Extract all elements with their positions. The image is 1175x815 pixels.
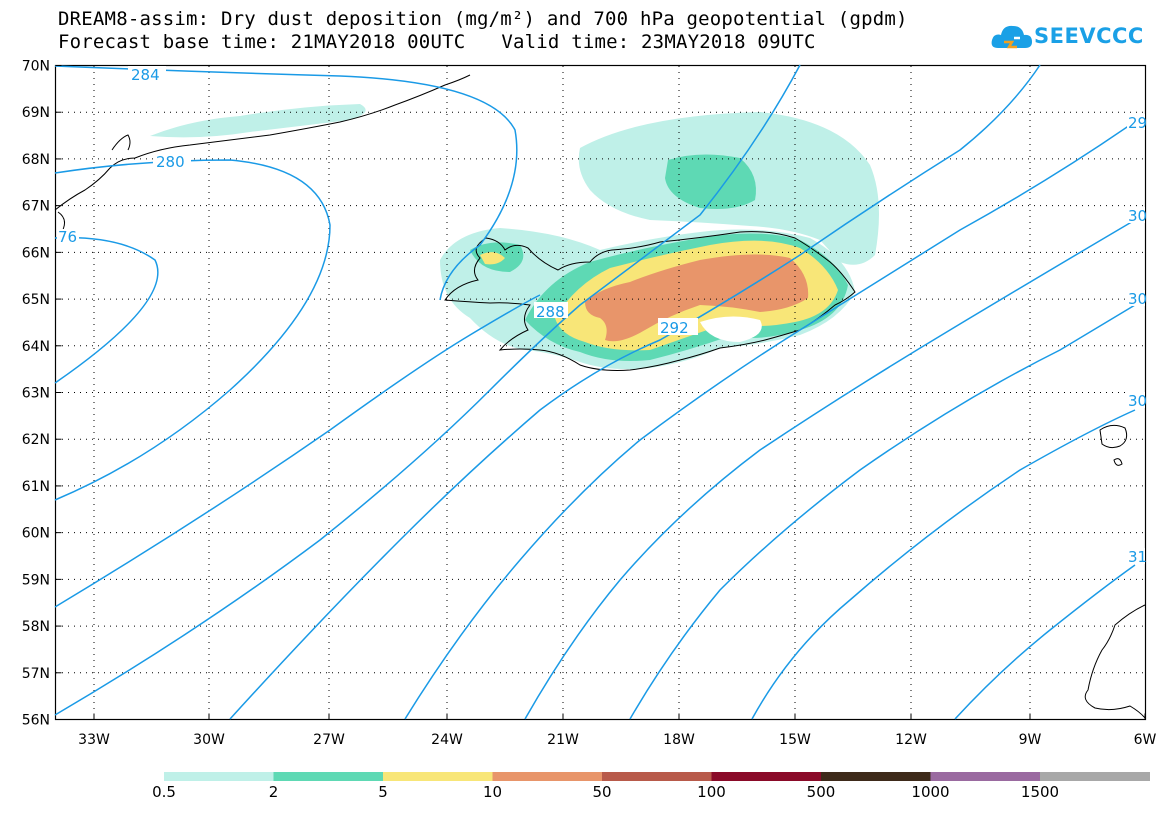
legend-label-1000: 1000 — [911, 783, 950, 801]
contour-label-31: 31 — [1128, 548, 1147, 566]
dust-area-strip — [150, 104, 366, 138]
lon-label-18W: 18W — [663, 732, 695, 748]
gridlines — [56, 66, 1145, 719]
lat-label-63N: 63N — [22, 386, 50, 402]
legend-label-0.5: 0.5 — [152, 783, 176, 801]
map-title: DREAM8-assim: Dry dust deposition (mg/m²… — [58, 8, 908, 30]
lat-label-62N: 62N — [22, 432, 50, 448]
legend-label-2: 2 — [268, 783, 279, 801]
legend-swatch-9 — [1040, 772, 1150, 781]
legend-swatch-8 — [930, 772, 1041, 781]
lat-label-66N: 66N — [22, 245, 50, 261]
dust-deposition-area — [150, 104, 879, 370]
lat-label-70N: 70N — [22, 59, 50, 75]
contour-label-292: 292 — [660, 319, 689, 337]
coast-faroes — [1099, 424, 1128, 466]
lon-label-9W: 9W — [1019, 732, 1042, 748]
coastlines — [54, 74, 1146, 719]
contour-label-30a: 30 — [1128, 207, 1147, 225]
contour-label-30c: 30 — [1128, 392, 1147, 410]
lon-label-6W: 6W — [1134, 732, 1157, 748]
contour-e — [524, 219, 1136, 720]
lon-label-30W: 30W — [193, 732, 225, 748]
contour-labels: 284 280 76 288 292 29 30 30 30 31 — [57, 66, 1147, 566]
lon-label-15W: 15W — [779, 732, 811, 748]
contour-label-276: 76 — [58, 228, 77, 246]
legend-label-10: 10 — [482, 783, 503, 801]
lat-label-64N: 64N — [22, 339, 50, 355]
lon-label-21W: 21W — [547, 732, 579, 748]
legend-label-50: 50 — [592, 783, 612, 801]
legend-colorbar — [164, 772, 1150, 781]
contour-d — [404, 124, 1131, 720]
contour-label-284: 284 — [131, 66, 160, 84]
legend-swatch-6 — [711, 772, 822, 781]
lat-label-57N: 57N — [22, 666, 50, 682]
contour-h — [954, 564, 1136, 720]
contour-280 — [54, 159, 331, 501]
legend-swatch-4 — [492, 772, 603, 781]
lat-label-65N: 65N — [22, 292, 50, 308]
lat-label-67N: 67N — [22, 199, 50, 215]
contour-276 — [54, 236, 159, 384]
contour-label-280: 280 — [156, 153, 185, 171]
lat-label-68N: 68N — [22, 152, 50, 168]
latitude-axis: 70N 69N 68N 67N 66N 65N 64N 63N 62N 61N 60N 59N 58N 5… — [22, 59, 62, 729]
dust-area-core-north — [665, 154, 756, 209]
dust-area-west-yellow — [480, 252, 505, 265]
lat-label-58N: 58N — [22, 619, 50, 635]
legend-label-5: 5 — [378, 783, 388, 801]
time-info: Forecast base time: 21MAY2018 00UTC Valid… — [58, 31, 816, 53]
lat-label-59N: 59N — [22, 572, 50, 588]
contour-a — [54, 294, 541, 608]
contour-label-288: 288 — [536, 303, 565, 321]
valid-time: Valid time: 23MAY2018 09UTC — [501, 31, 816, 53]
lat-label-61N: 61N — [22, 479, 50, 495]
forecast-base-time: Forecast base time: 21MAY2018 00UTC — [58, 31, 466, 53]
lon-label-27W: 27W — [313, 732, 345, 748]
legend-swatch-3 — [383, 772, 493, 781]
contour-label-29: 29 — [1128, 114, 1147, 132]
logo-text: SEEVCCC — [1034, 24, 1144, 48]
lat-label-56N: 56N — [22, 713, 50, 729]
lon-label-24W: 24W — [431, 732, 463, 748]
cloud-icon — [991, 25, 1032, 49]
geopotential-contours — [54, 64, 1136, 720]
lon-label-33W: 33W — [78, 732, 110, 748]
legend-label-100: 100 — [697, 783, 726, 801]
coast-iceland — [444, 231, 856, 371]
longitude-axis: 33W 30W 27W 24W 21W 18W 15W 12W 9W 6W — [78, 713, 1157, 748]
legend-swatch-2 — [273, 772, 384, 781]
legend-swatch-7 — [821, 772, 931, 781]
legend-label-500: 500 — [806, 783, 836, 801]
legend-label-1500: 1500 — [1020, 783, 1060, 801]
coast-greenland — [54, 74, 471, 211]
contour-284 — [54, 65, 518, 301]
lat-label-60N: 60N — [22, 526, 50, 542]
contour-g — [751, 409, 1136, 720]
legend-swatch-1 — [164, 772, 274, 781]
contour-b — [54, 64, 801, 716]
lon-label-12W: 12W — [895, 732, 927, 748]
coast-scotland — [1084, 604, 1146, 719]
contour-f — [629, 304, 1136, 720]
seevccc-logo: SEEVCCC — [990, 18, 1160, 58]
contour-c — [229, 64, 1041, 720]
legend-swatch-5 — [602, 772, 712, 781]
dust-area-orange — [585, 254, 809, 342]
lat-label-69N: 69N — [22, 105, 50, 121]
dust-area-glacier — [700, 316, 762, 342]
contour-label-30b: 30 — [1128, 290, 1147, 308]
